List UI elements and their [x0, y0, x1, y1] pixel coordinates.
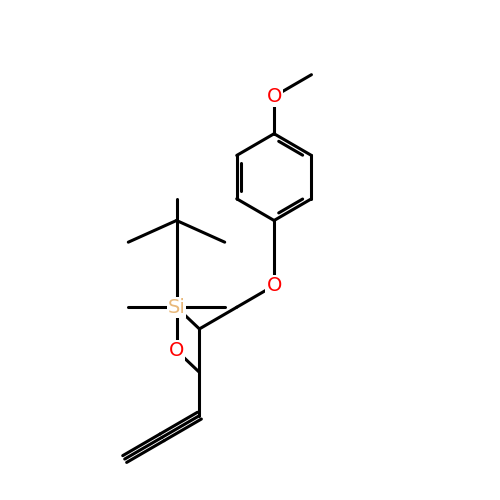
- Text: O: O: [169, 341, 184, 360]
- Text: Si: Si: [168, 298, 186, 316]
- Text: O: O: [266, 87, 282, 106]
- Text: O: O: [266, 276, 282, 295]
